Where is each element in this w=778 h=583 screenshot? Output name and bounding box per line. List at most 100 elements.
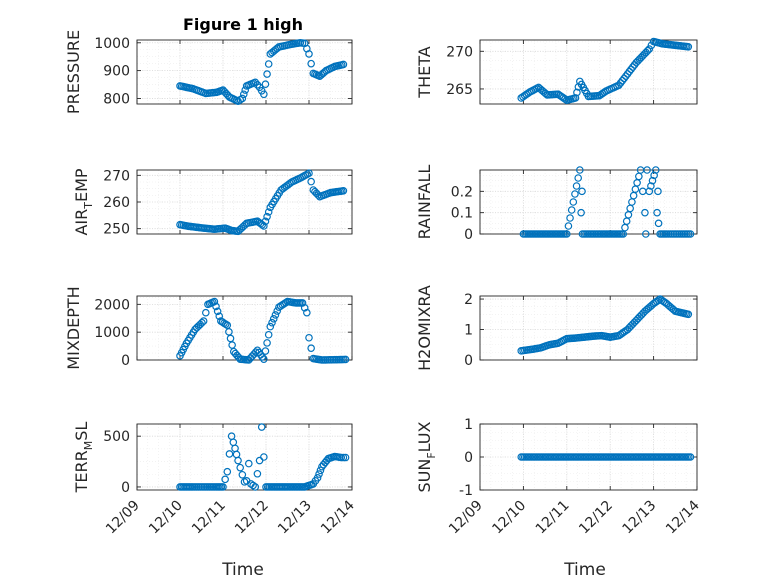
data-point [251,483,260,491]
axes-box [479,39,698,105]
x-tick-label: 12/10 [489,498,529,538]
data-point [255,456,264,465]
data-point [572,182,581,190]
data-point [643,46,652,55]
data-point [263,70,271,78]
data-point [269,315,278,323]
data-point [628,198,636,206]
y-tick-label: 2000 [94,297,130,313]
terr-msl-panel: 0 500 12/09 12/10 12/11 12/12 12/13 12/14 TERRMS… [72,422,358,538]
data-point [341,453,350,462]
data-point [307,177,315,186]
data-point [264,330,273,339]
data-point [198,318,206,327]
x-tick-label: 12/11 [189,498,229,538]
data-point [566,214,574,222]
x-axis-label-right: Time [563,560,606,580]
data-point [654,187,662,196]
data-point [239,90,248,99]
data-point [212,302,220,311]
x-tick-label: 12/14 [318,497,358,537]
data-point [263,212,271,221]
data-point [234,456,242,465]
data-point [653,208,661,217]
data-point [621,223,629,232]
y-tick-label: 800 [103,91,130,107]
data-point [647,182,655,190]
data-point [315,470,323,478]
data-point [210,297,219,306]
rainfall-panel: 0 0.1 0.2 RAINFALL [415,165,698,243]
y-tick-label: 0.2 [451,184,473,200]
y-tick-label: 2 [464,292,473,308]
data-point [341,355,350,364]
data-point [213,307,222,316]
data-point [264,60,273,68]
data-point [232,450,241,459]
y-axis-label: MIXDEPTH [64,286,83,369]
data-point [226,334,235,343]
x-tick-label: 12/12 [232,498,272,538]
y-tick-label: 0.1 [451,206,473,222]
x-tick-label: 12/11 [533,498,573,538]
data-point [199,317,208,325]
data-point [231,444,239,453]
x-tick-label: 12/12 [576,498,616,538]
data-point [651,166,660,174]
x-axis-label-left: Time [221,560,264,580]
y-tick-label: 270 [446,44,473,60]
data-point [300,304,309,312]
x-tick-label: 12/09 [103,498,143,538]
data-point [339,187,348,195]
y-tick-label: 900 [103,64,130,80]
data-point [654,219,663,228]
data-point [643,166,651,174]
data-point [650,171,658,180]
data-point [223,467,232,476]
data-point [257,423,266,431]
data-point [571,190,579,198]
data-point [258,353,267,361]
data-point [645,45,654,53]
data-point [567,206,576,214]
y-tick-label: 250 [103,222,130,238]
data-point [215,312,224,320]
theta-panel: 265 270 THETA [415,37,698,105]
y-axis-label: H2OMIXRA [415,285,434,371]
data-point [260,90,268,99]
y-tick-label: 1 [464,417,473,433]
x-tick-label: 12/13 [620,498,660,538]
x-tick-label: 12/13 [275,498,315,538]
data-point [339,453,348,462]
data-point [303,308,311,317]
x-tick-label: 12/09 [446,498,486,538]
data-point [684,42,693,51]
data-point [576,166,584,174]
data-point [339,60,348,69]
data-point [261,347,270,355]
data-point [273,307,281,315]
data-point [261,217,270,226]
axes-box [136,39,353,105]
data-point [266,322,275,331]
data-point [248,352,257,360]
data-point [238,94,247,103]
data-point [261,80,270,88]
pressure-panel: 800 900 1000 PRESSURE [64,30,353,114]
y-tick-label: 1000 [94,325,130,341]
data-point [313,474,322,482]
y-tick-label: 1000 [94,36,130,52]
data-point [202,308,210,317]
data-point [245,459,253,468]
data-point [228,341,236,349]
axes-box [136,423,353,491]
data-point [264,208,273,216]
y-tick-label: 0 [464,353,473,369]
data-point [635,172,643,181]
data-point [569,198,578,206]
data-point [271,311,280,319]
data-point [229,438,238,447]
data-point [238,470,247,479]
data-point [305,50,313,58]
y-tick-label: 0 [121,480,130,496]
